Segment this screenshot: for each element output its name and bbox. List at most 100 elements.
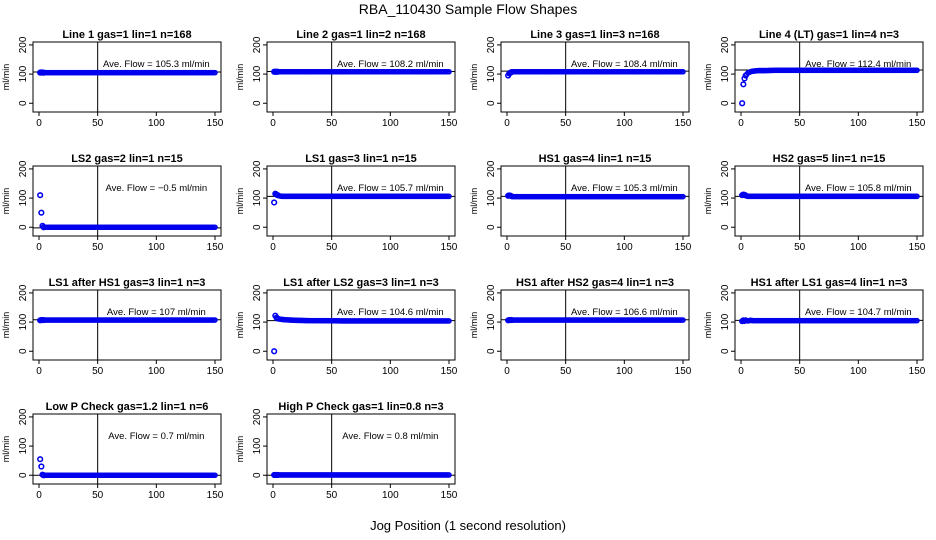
y-tick-label: 0 bbox=[18, 224, 29, 230]
panel-2: Line 2 gas=1 lin=2 n=168 0 50 100 150 0 100 200… bbox=[235, 29, 458, 129]
data-point-early bbox=[508, 193, 515, 200]
panel-title: HS2 gas=5 lin=1 n=15 bbox=[773, 153, 886, 165]
data-points bbox=[739, 191, 920, 200]
average-flow-annotation: Ave. Flow = 108.4 ml/min bbox=[571, 59, 678, 70]
x-tick-label: 50 bbox=[92, 242, 104, 253]
x-tick-label: 0 bbox=[36, 242, 42, 253]
data-point-early bbox=[37, 456, 44, 463]
average-flow-annotation: Ave. Flow = 105.8 ml/min bbox=[805, 183, 912, 194]
x-tick-label: 0 bbox=[36, 118, 42, 129]
panel-title: LS1 after LS2 gas=3 lin=1 n=3 bbox=[283, 277, 439, 289]
x-tick-label: 100 bbox=[850, 118, 867, 129]
data-point-early bbox=[37, 192, 44, 199]
y-tick-label: 100 bbox=[720, 65, 731, 82]
plot-frame bbox=[32, 289, 222, 361]
plot-frame bbox=[734, 165, 924, 237]
data-points bbox=[271, 68, 452, 75]
y-tick-label: 100 bbox=[486, 65, 497, 82]
data-point-early bbox=[274, 315, 281, 322]
data-point-early bbox=[38, 463, 45, 470]
x-tick-label: 100 bbox=[616, 366, 633, 377]
x-tick-label: 150 bbox=[207, 490, 224, 501]
average-flow-annotation: Ave. Flow = 106.6 ml/min bbox=[571, 307, 678, 318]
x-tick-label: 100 bbox=[850, 366, 867, 377]
x-tick-label: 100 bbox=[148, 242, 165, 253]
y-tick-label: 100 bbox=[18, 65, 29, 82]
panel-title: Line 1 gas=1 lin=1 n=168 bbox=[62, 29, 191, 41]
average-flow-annotation: Ave. Flow = 104.6 ml/min bbox=[337, 307, 444, 318]
data-points bbox=[37, 69, 218, 76]
y-tick-label: 0 bbox=[252, 100, 263, 106]
panel-3: Line 3 gas=1 lin=3 n=168 0 50 100 150 0 100 200… bbox=[469, 29, 692, 129]
data-point-early bbox=[40, 472, 47, 479]
x-tick-label: 50 bbox=[92, 366, 104, 377]
data-point bbox=[212, 317, 218, 323]
data-points bbox=[739, 67, 920, 107]
data-point-early bbox=[38, 209, 45, 216]
data-point bbox=[680, 68, 686, 75]
x-tick-label: 0 bbox=[36, 366, 42, 377]
average-flow-annotation: Ave. Flow = 0.7 ml/min bbox=[108, 431, 204, 442]
plot-frame bbox=[500, 165, 690, 237]
plot-frame bbox=[266, 413, 456, 485]
x-tick-label: 50 bbox=[326, 242, 338, 253]
y-tick-label: 200 bbox=[486, 160, 497, 177]
x-tick-label: 150 bbox=[675, 242, 692, 253]
average-flow-annotation: Ave. Flow = 107 ml/min bbox=[107, 307, 206, 318]
data-points bbox=[37, 192, 218, 231]
x-tick-label: 50 bbox=[326, 118, 338, 129]
y-tick-label: 0 bbox=[720, 100, 731, 106]
data-point-early bbox=[274, 68, 281, 75]
x-tick-label: 150 bbox=[909, 118, 926, 129]
y-tick-label: 100 bbox=[486, 313, 497, 330]
plot-frame bbox=[32, 165, 222, 237]
data-point-early bbox=[741, 75, 748, 82]
y-tick-label: 200 bbox=[252, 284, 263, 301]
data-point bbox=[446, 68, 452, 75]
y-tick-label: 100 bbox=[252, 189, 263, 206]
panel-14: High P Check gas=1 lin=0.8 n=3 0 50 100 150 0… bbox=[235, 401, 458, 501]
plot-frame bbox=[32, 41, 222, 113]
data-point-early bbox=[40, 224, 47, 231]
y-axis-label: ml/min bbox=[703, 312, 713, 339]
average-flow-annotation: Ave. Flow = 105.7 ml/min bbox=[337, 183, 444, 194]
plot-frame bbox=[266, 289, 456, 361]
average-flow-annotation: Ave. Flow = −0.5 ml/min bbox=[105, 183, 207, 194]
y-axis-label: ml/min bbox=[703, 188, 713, 215]
x-tick-label: 100 bbox=[850, 242, 867, 253]
panel-title: Low P Check gas=1.2 lin=1 n=6 bbox=[46, 401, 209, 413]
panel-title: HS1 after HS2 gas=4 lin=1 n=3 bbox=[516, 277, 674, 289]
y-tick-label: 100 bbox=[720, 313, 731, 330]
plot-frame bbox=[500, 41, 690, 113]
panel-13: Low P Check gas=1.2 lin=1 n=6 0 50 100 150 0 1… bbox=[1, 401, 224, 501]
data-point-early bbox=[740, 81, 747, 88]
x-tick-label: 50 bbox=[560, 118, 572, 129]
data-points bbox=[271, 312, 452, 355]
y-axis-label: ml/min bbox=[1, 312, 11, 339]
panel-title: LS1 gas=3 lin=1 n=15 bbox=[305, 153, 417, 165]
x-tick-label: 50 bbox=[560, 366, 572, 377]
panel-title: High P Check gas=1 lin=0.8 n=3 bbox=[278, 401, 443, 413]
y-tick-label: 200 bbox=[486, 284, 497, 301]
plot-frame bbox=[500, 289, 690, 361]
y-tick-label: 200 bbox=[18, 36, 29, 53]
y-tick-label: 100 bbox=[252, 437, 263, 454]
y-tick-label: 0 bbox=[252, 348, 263, 354]
plot-frame bbox=[734, 41, 924, 113]
panel-1: Line 1 gas=1 lin=1 n=168 0 50 100 150 0 100 200… bbox=[1, 29, 224, 129]
y-tick-label: 200 bbox=[720, 160, 731, 177]
average-flow-annotation: Ave. Flow = 104.7 ml/min bbox=[805, 307, 912, 318]
average-flow-annotation: Ave. Flow = 105.3 ml/min bbox=[571, 183, 678, 194]
y-tick-label: 200 bbox=[18, 408, 29, 425]
y-tick-label: 100 bbox=[252, 313, 263, 330]
x-axis-title: Jog Position (1 second resolution) bbox=[370, 518, 566, 533]
data-point bbox=[212, 224, 218, 231]
y-tick-label: 200 bbox=[18, 160, 29, 177]
y-tick-label: 0 bbox=[720, 224, 731, 230]
y-tick-label: 100 bbox=[252, 65, 263, 82]
data-point-early bbox=[739, 100, 746, 107]
x-tick-label: 50 bbox=[794, 242, 806, 253]
data-point-early bbox=[508, 68, 515, 76]
average-flow-annotation: Ave. Flow = 0.8 ml/min bbox=[342, 431, 438, 442]
data-points bbox=[271, 471, 452, 479]
